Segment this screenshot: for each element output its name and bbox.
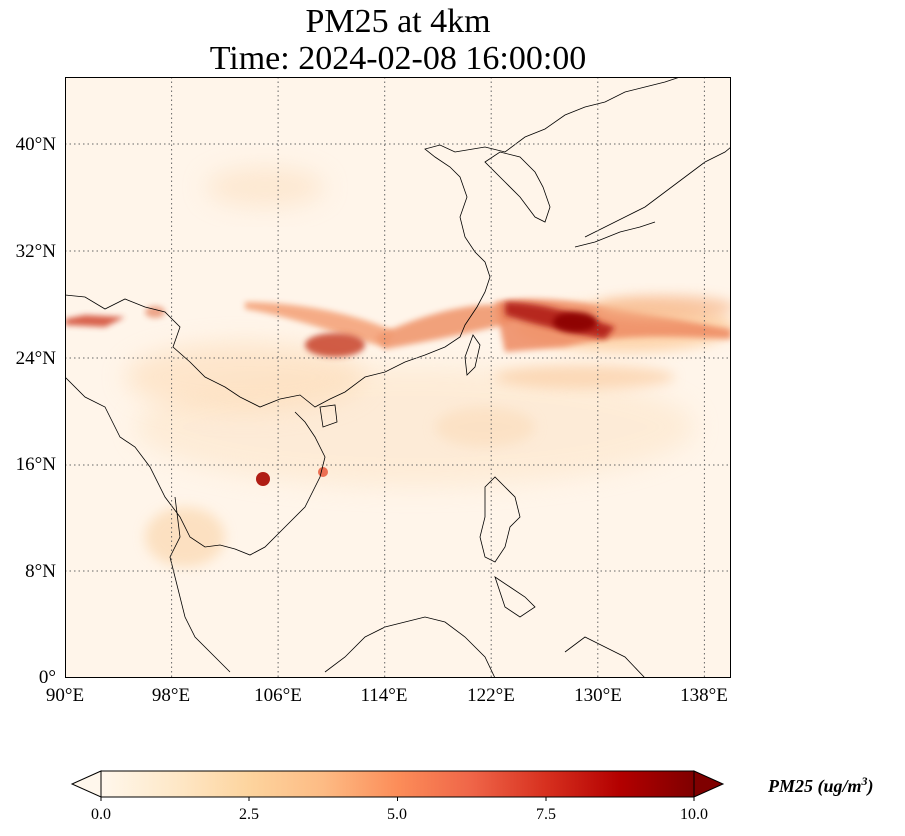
coast-hainan xyxy=(319,404,338,428)
pm25-spot-vietnam xyxy=(318,467,328,477)
lat-tick-32N: 32°N xyxy=(15,241,56,262)
pm25-hotspot-ocean xyxy=(553,312,597,332)
pm25-hotspot-guangxi xyxy=(305,333,365,357)
gridlines xyxy=(65,77,731,678)
coast-indochina xyxy=(65,376,326,673)
pm25-plume-strait xyxy=(375,304,515,349)
pm25-plume-himalaya xyxy=(65,315,125,327)
coast-korea-peninsula xyxy=(484,151,551,223)
colorbar-tick-1: 2.5 xyxy=(239,806,259,823)
pm25-haze-north-china xyxy=(205,167,325,207)
pm25-plume-south-china xyxy=(245,302,395,347)
colorbar-label-text: PM25 (ug/m xyxy=(768,776,862,796)
colorbar-gradient xyxy=(100,770,695,798)
lat-tick-24N: 24°N xyxy=(15,348,56,369)
map-panel xyxy=(65,77,731,678)
lon-tick-122E: 122°E xyxy=(467,685,515,706)
lon-tick-114E: 114°E xyxy=(360,685,408,706)
coast-borneo xyxy=(324,616,496,678)
coast-new-guinea xyxy=(564,636,646,678)
colorbar-label-close: ) xyxy=(867,776,874,796)
pm25-map xyxy=(65,77,731,678)
colorbar-tick-4: 10.0 xyxy=(680,806,708,823)
colorbar-tick-0: 0.0 xyxy=(91,806,111,823)
pm25-hotspot-cambodia xyxy=(256,472,270,486)
pm25-haze-indochina xyxy=(125,342,365,412)
pm25-plume-philippine-sea xyxy=(495,365,675,389)
lat-tick-40N: 40°N xyxy=(15,134,56,155)
coast-taiwan xyxy=(464,334,481,376)
coast-japan xyxy=(574,146,731,248)
map-title: PM25 at 4km xyxy=(305,3,491,40)
coast-mainland xyxy=(65,77,681,408)
pm25-haze-scs xyxy=(435,407,535,447)
colorbar-max-extend xyxy=(693,770,725,798)
coast-philippines xyxy=(479,476,536,618)
colorbar-min-extend xyxy=(70,770,102,798)
colorbar-label: PM25 (ug/m3) xyxy=(768,774,874,797)
pm25-plume-far-east xyxy=(595,295,731,319)
pm25-haze-gulf-thailand xyxy=(145,507,225,567)
lon-tick-90E: 90°E xyxy=(45,685,85,706)
map-time: Time: 2024-02-08 16:00:00 xyxy=(209,40,587,77)
lon-tick-130E: 130°E xyxy=(574,685,622,706)
colorbar-tick-3: 7.5 xyxy=(536,806,556,823)
lat-tick-8N: 8°N xyxy=(25,561,56,582)
coastlines xyxy=(65,77,731,678)
pm25-spot-yunnan xyxy=(145,306,165,318)
pm25-field xyxy=(65,167,731,567)
colorbar-label-exponent: 3 xyxy=(861,774,868,788)
colorbar-tick-2: 5.0 xyxy=(387,806,407,823)
lon-tick-138E: 138°E xyxy=(680,685,728,706)
lon-tick-98E: 98°E xyxy=(151,685,191,706)
map-border xyxy=(65,77,731,678)
lat-tick-16N: 16°N xyxy=(15,454,56,475)
lat-tick-0: 0° xyxy=(38,667,56,688)
lon-tick-106E: 106°E xyxy=(254,685,302,706)
